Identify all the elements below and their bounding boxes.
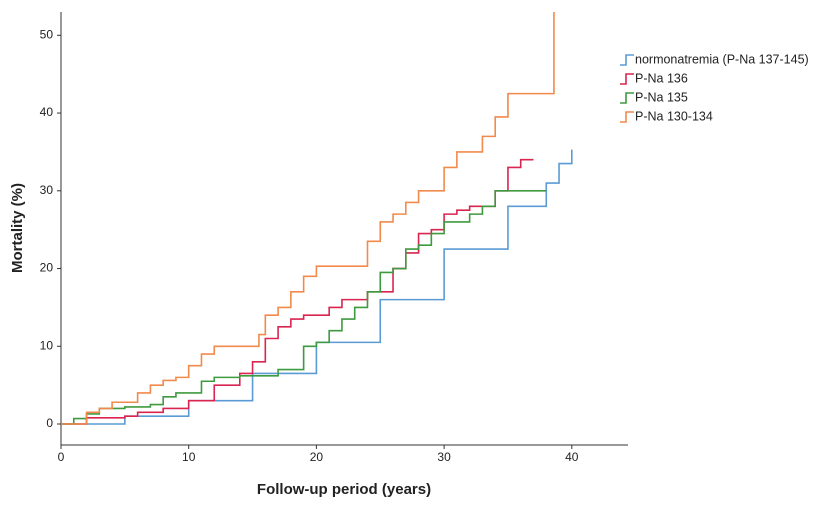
y-tick-label: 10 xyxy=(40,338,54,352)
series-line xyxy=(61,189,547,425)
y-tick-label: 50 xyxy=(40,27,54,41)
legend-swatch xyxy=(620,73,634,85)
legend-text: P-Na 135 xyxy=(635,90,688,104)
x-tick-label: 0 xyxy=(58,450,65,464)
series-line xyxy=(61,158,534,425)
legend-swatch xyxy=(620,111,634,123)
y-tick-label: 0 xyxy=(46,416,53,430)
x-axis-title: Follow-up period (years) xyxy=(257,481,431,498)
x-tick-label: 20 xyxy=(310,450,324,464)
y-tick-label: 20 xyxy=(40,261,54,275)
x-tick-label: 10 xyxy=(182,450,196,464)
y-tick-label: 30 xyxy=(40,183,54,197)
legend-text: P-Na 136 xyxy=(635,71,688,85)
x-tick-label: 40 xyxy=(565,450,579,464)
y-tick-label: 40 xyxy=(40,105,54,119)
legend-swatch xyxy=(620,54,634,66)
series-line xyxy=(61,12,555,425)
y-axis-title: Mortality (%) xyxy=(9,183,26,273)
x-tick-label: 30 xyxy=(437,450,451,464)
legend-swatch xyxy=(620,92,634,104)
series-line xyxy=(61,149,573,425)
legend-text: P-Na 130-134 xyxy=(635,109,713,123)
legend-text: normonatremia (P-Na 137-145) xyxy=(635,52,809,66)
